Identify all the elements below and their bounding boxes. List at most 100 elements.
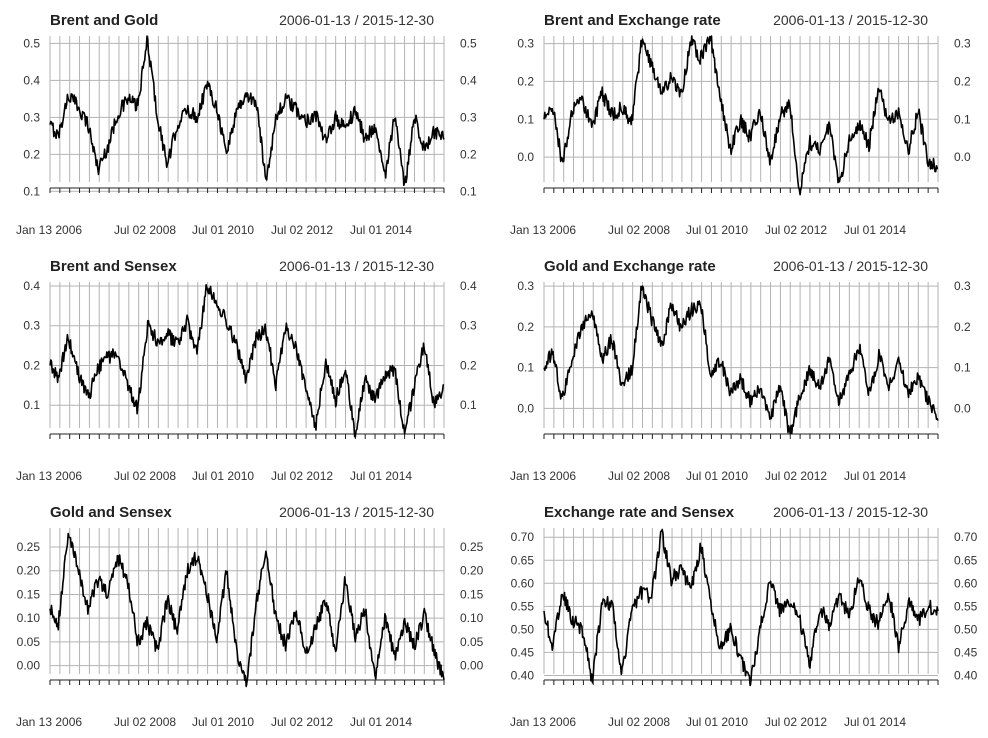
x-tick-label: Jul 01 2014 xyxy=(844,715,906,729)
date-range: 2006-01-13 / 2015-12-30 xyxy=(773,504,928,520)
series-line xyxy=(49,284,445,438)
x-tick-label: Jan 13 2006 xyxy=(16,223,82,237)
chart-svg: Brent and Gold 2006-01-13 / 2015-12-30 0… xyxy=(16,12,477,237)
y-tick-label-left: 0.3 xyxy=(517,37,534,51)
x-tick-label: Jan 13 2006 xyxy=(16,469,82,483)
chart-panel-exchange-sensex: Exchange rate and Sensex 2006-01-13 / 20… xyxy=(494,492,988,738)
y-tick-label-left: 0.0 xyxy=(517,150,534,164)
x-tick-label: Jul 02 2008 xyxy=(608,715,670,729)
date-range: 2006-01-13 / 2015-12-30 xyxy=(773,12,928,28)
chart-panel-gold-exchange: Gold and Exchange rate 2006-01-13 / 2015… xyxy=(494,246,988,492)
x-tick-label: Jul 02 2012 xyxy=(765,715,827,729)
x-tick-label: Jul 02 2012 xyxy=(271,469,333,483)
y-tick-label-right: 0.1 xyxy=(954,361,971,375)
y-tick-label-left: 0.15 xyxy=(17,587,41,601)
y-tick-label-right: 0.0 xyxy=(954,150,971,164)
x-tick-label: Jan 13 2006 xyxy=(510,223,576,237)
y-tick-label-right: 0.05 xyxy=(460,635,484,649)
chart-svg: Gold and Sensex 2006-01-13 / 2015-12-30 … xyxy=(16,504,484,729)
y-tick-label-right: 0.1 xyxy=(460,398,477,412)
y-tick-label-right: 0.60 xyxy=(954,576,978,590)
y-tick-label-left: 0.00 xyxy=(17,659,41,673)
y-tick-label-left: 0.10 xyxy=(17,611,41,625)
x-tick-label: Jan 13 2006 xyxy=(510,715,576,729)
series-line xyxy=(49,35,445,187)
chart-title: Gold and Sensex xyxy=(50,504,172,521)
chart-title: Brent and Sensex xyxy=(50,258,177,275)
date-range: 2006-01-13 / 2015-12-30 xyxy=(279,12,434,28)
y-tick-label-right: 0.10 xyxy=(460,611,484,625)
y-tick-label-left: 0.0 xyxy=(517,401,534,415)
x-tick-label: Jul 01 2014 xyxy=(350,469,412,483)
chart-panel-brent-exchange: Brent and Exchange rate 2006-01-13 / 201… xyxy=(494,0,988,246)
y-tick-label-right: 0.20 xyxy=(460,564,484,578)
chart-title: Brent and Exchange rate xyxy=(544,12,721,29)
y-tick-label-right: 0.40 xyxy=(954,668,978,682)
y-tick-label-left: 0.55 xyxy=(511,599,535,613)
chart-svg: Exchange rate and Sensex 2006-01-13 / 20… xyxy=(510,504,978,729)
x-tick-label: Jul 01 2010 xyxy=(192,715,254,729)
y-tick-label-right: 0.00 xyxy=(460,659,484,673)
x-tick-label: Jul 02 2008 xyxy=(114,715,176,729)
y-tick-label-left: 0.4 xyxy=(23,73,40,87)
y-tick-label-right: 0.3 xyxy=(954,37,971,51)
y-tick-label-right: 0.1 xyxy=(460,184,477,198)
x-tick-label: Jul 01 2010 xyxy=(686,223,748,237)
y-tick-label-left: 0.1 xyxy=(23,398,40,412)
date-range: 2006-01-13 / 2015-12-30 xyxy=(279,504,434,520)
x-tick-label: Jul 01 2014 xyxy=(844,469,906,483)
date-range: 2006-01-13 / 2015-12-30 xyxy=(773,258,928,274)
chart-svg: Brent and Exchange rate 2006-01-13 / 201… xyxy=(510,12,971,237)
y-tick-label-left: 0.1 xyxy=(23,184,40,198)
x-tick-label: Jan 13 2006 xyxy=(16,715,82,729)
x-tick-label: Jul 01 2014 xyxy=(350,223,412,237)
x-tick-label: Jan 13 2006 xyxy=(510,469,576,483)
y-tick-label-right: 0.2 xyxy=(460,358,477,372)
y-tick-label-right: 0.15 xyxy=(460,587,484,601)
y-tick-label-left: 0.20 xyxy=(17,564,41,578)
y-tick-label-left: 0.3 xyxy=(23,110,40,124)
y-tick-label-left: 0.2 xyxy=(517,74,534,88)
chart-svg: Brent and Sensex 2006-01-13 / 2015-12-30… xyxy=(16,258,477,483)
y-tick-label-left: 0.50 xyxy=(511,622,535,636)
y-tick-label-left: 0.2 xyxy=(517,320,534,334)
y-tick-label-right: 0.3 xyxy=(460,319,477,333)
x-tick-label: Jul 02 2012 xyxy=(765,223,827,237)
y-tick-label-right: 0.2 xyxy=(460,147,477,161)
y-tick-label-left: 0.65 xyxy=(511,553,535,567)
chart-panel-brent-sensex: Brent and Sensex 2006-01-13 / 2015-12-30… xyxy=(0,246,494,492)
y-tick-label-right: 0.45 xyxy=(954,645,978,659)
y-tick-label-right: 0.4 xyxy=(460,279,477,293)
chart-title: Exchange rate and Sensex xyxy=(544,504,735,521)
chart-title: Gold and Exchange rate xyxy=(544,258,716,275)
y-tick-label-right: 0.4 xyxy=(460,73,477,87)
y-tick-label-left: 0.60 xyxy=(511,576,535,590)
y-tick-label-left: 0.2 xyxy=(23,358,40,372)
y-tick-label-right: 0.3 xyxy=(460,110,477,124)
y-tick-label-left: 0.5 xyxy=(23,36,40,50)
y-tick-label-right: 0.25 xyxy=(460,540,484,554)
chart-panel-gold-sensex: Gold and Sensex 2006-01-13 / 2015-12-30 … xyxy=(0,492,494,738)
y-tick-label-left: 0.05 xyxy=(17,635,41,649)
y-tick-label-right: 0.65 xyxy=(954,553,978,567)
y-tick-label-left: 0.70 xyxy=(511,530,535,544)
x-tick-label: Jul 02 2008 xyxy=(608,469,670,483)
y-tick-label-right: 0.70 xyxy=(954,530,978,544)
x-tick-label: Jul 01 2010 xyxy=(686,469,748,483)
chart-svg: Gold and Exchange rate 2006-01-13 / 2015… xyxy=(510,258,971,483)
x-tick-label: Jul 01 2014 xyxy=(844,223,906,237)
x-tick-label: Jul 02 2008 xyxy=(114,469,176,483)
x-tick-label: Jul 02 2008 xyxy=(608,223,670,237)
y-tick-label-left: 0.40 xyxy=(511,668,535,682)
y-tick-label-right: 0.1 xyxy=(954,112,971,126)
date-range: 2006-01-13 / 2015-12-30 xyxy=(279,258,434,274)
series-line xyxy=(543,285,939,435)
x-tick-label: Jul 01 2010 xyxy=(686,715,748,729)
x-tick-label: Jul 02 2012 xyxy=(765,469,827,483)
y-tick-label-right: 0.50 xyxy=(954,622,978,636)
x-tick-label: Jul 01 2014 xyxy=(350,715,412,729)
chart-panel-brent-gold: Brent and Gold 2006-01-13 / 2015-12-30 0… xyxy=(0,0,494,246)
x-tick-label: Jul 01 2010 xyxy=(192,223,254,237)
y-tick-label-left: 0.3 xyxy=(23,319,40,333)
